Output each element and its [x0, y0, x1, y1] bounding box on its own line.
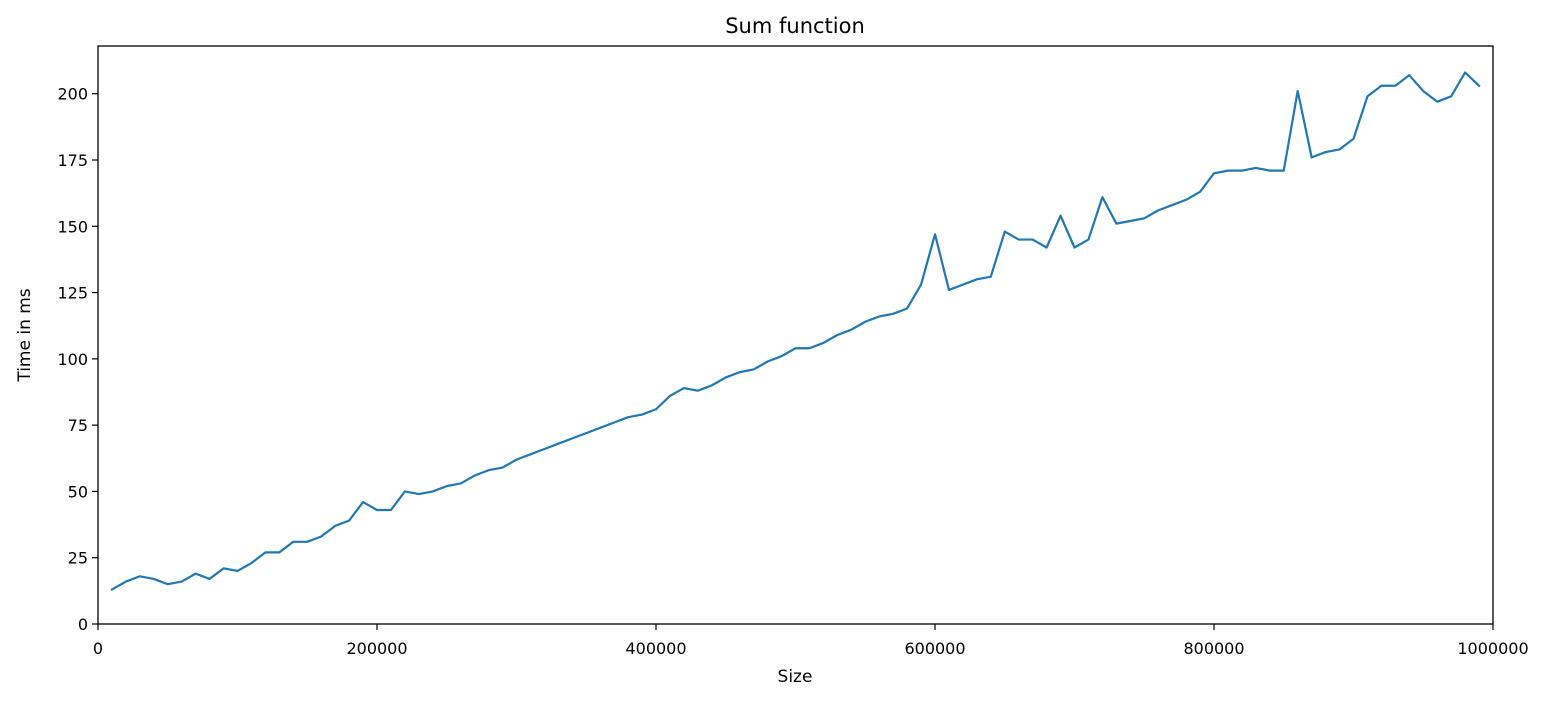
y-tick-label: 175	[57, 151, 88, 170]
y-tick-label: 25	[68, 549, 88, 568]
plot-frame	[97, 45, 1494, 625]
y-axis-ticks: 0 25 50 75 100 125 150 175 200	[57, 85, 98, 634]
x-tick-label: 200000	[346, 639, 407, 658]
y-tick-label: 125	[57, 284, 88, 303]
y-tick-label: 0	[78, 615, 88, 634]
x-axis-title: Size	[778, 667, 813, 687]
series-layer	[110, 71, 1481, 592]
series-line	[110, 71, 1481, 592]
chart-title: Sum function	[725, 14, 865, 38]
y-tick-label: 75	[68, 416, 88, 435]
y-axis-title: Time in ms	[15, 288, 35, 382]
y-tick-label: 100	[57, 350, 88, 369]
x-axis-ticks: 0 200000 400000 600000 800000 1000000	[93, 624, 1529, 658]
x-tick-label: 800000	[1183, 639, 1244, 658]
x-tick-label: 600000	[904, 639, 965, 658]
y-tick-label: 50	[68, 482, 88, 501]
y-tick-label: 150	[57, 217, 88, 236]
y-tick-label: 200	[57, 85, 88, 104]
x-tick-label: 400000	[625, 639, 686, 658]
x-tick-label: 0	[93, 639, 103, 658]
x-tick-label: 1000000	[1457, 639, 1528, 658]
